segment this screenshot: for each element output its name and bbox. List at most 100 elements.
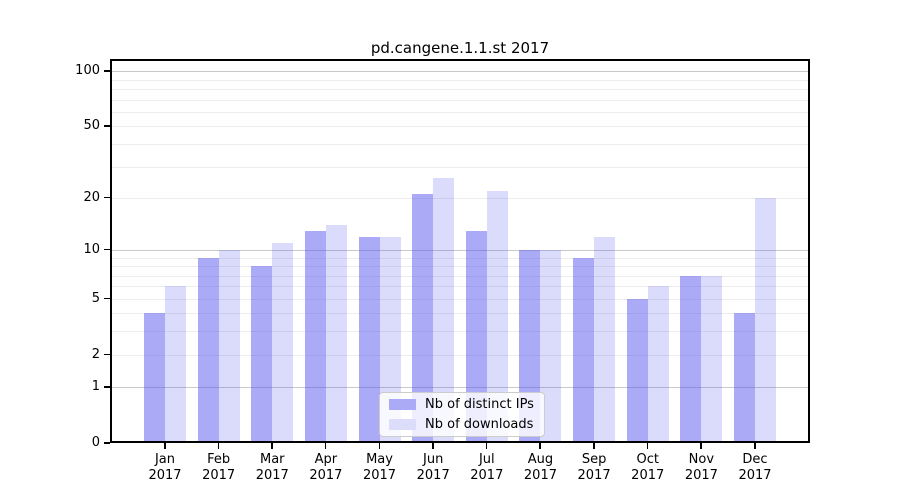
x-tick-label-line: Dec: [742, 452, 768, 467]
x-tick-label-line: 2017: [738, 468, 772, 483]
x-tick-may-2017: [378, 443, 381, 449]
x-tick-label-line: Nov: [688, 452, 715, 467]
x-tick-feb-2017: [217, 443, 220, 449]
x-tick-label-nov-2017: Nov 2017: [673, 452, 729, 484]
y-tick-label-2: 2: [91, 346, 100, 362]
bar-downloads-nov-2017: [701, 275, 723, 443]
gridline-major-1: [110, 387, 810, 389]
legend-swatch-downloads: [389, 419, 416, 430]
gridline-minor-5: [110, 298, 810, 300]
x-tick-label-line: Aug: [527, 452, 554, 467]
gridline-minor-2: [110, 354, 810, 356]
bar-distinct-ips-sep-2017: [573, 257, 595, 443]
x-tick-dec-2017: [754, 443, 756, 449]
x-tick-label-line: Feb: [207, 452, 231, 467]
gridline-minor-6: [110, 286, 810, 288]
x-tick-label-line: 2017: [470, 468, 504, 483]
gridline-minor-4: [110, 313, 810, 315]
bar-distinct-ips-mar-2017: [251, 266, 273, 443]
gridline-minor-9: [110, 257, 810, 259]
bar-downloads-aug-2017: [540, 249, 562, 443]
legend-item-downloads: Nb of downloads: [389, 416, 535, 433]
gridline-minor-30: [110, 166, 810, 168]
y-tick-label-5: 5: [91, 290, 100, 306]
gridline-minor-50: [110, 126, 810, 128]
legend-label-distinct-ips: Nb of distinct IPs: [425, 397, 534, 412]
chart-title: pd.cangene.1.1.st 2017: [370, 39, 550, 57]
bar-distinct-ips-feb-2017: [197, 257, 219, 443]
x-tick-jan-2017: [164, 443, 166, 449]
plot-area: [110, 59, 810, 443]
bar-distinct-ips-apr-2017: [304, 230, 326, 443]
gridline-minor-70: [110, 99, 810, 101]
x-tick-aug-2017: [539, 443, 541, 449]
gridline-minor-3: [110, 331, 810, 333]
x-tick-label-line: 2017: [309, 468, 343, 483]
x-tick-label-apr-2017: Apr 2017: [298, 452, 354, 484]
x-tick-label-line: Mar: [260, 452, 285, 467]
x-tick-label-line: Jan: [154, 452, 176, 467]
x-tick-label-line: Jun: [423, 452, 444, 467]
x-tick-nov-2017: [700, 443, 702, 449]
x-tick-label-jan-2017: Jan 2017: [137, 452, 193, 484]
x-tick-label-line: 2017: [416, 468, 450, 483]
x-tick-label-jul-2017: Jul 2017: [459, 452, 515, 484]
bar-distinct-ips-oct-2017: [626, 298, 648, 443]
bar-downloads-apr-2017: [325, 225, 347, 443]
x-tick-label-dec-2017: Dec 2017: [727, 452, 783, 484]
x-tick-sep-2017: [593, 443, 595, 449]
x-tick-label-sep-2017: Sep 2017: [566, 452, 622, 484]
legend: Nb of distinct IPs Nb of downloads: [379, 392, 545, 437]
bar-distinct-ips-dec-2017: [734, 313, 755, 443]
legend-swatch-distinct-ips: [389, 399, 416, 410]
bar-distinct-ips-jan-2017: [144, 313, 165, 443]
legend-item-distinct-ips: Nb of distinct IPs: [389, 396, 535, 413]
gridline-major-10: [110, 249, 810, 251]
gridline-minor-40: [110, 144, 810, 146]
bar-distinct-ips-may-2017: [358, 236, 380, 443]
legend-label-downloads: Nb of downloads: [425, 417, 534, 432]
x-tick-label-feb-2017: Feb 2017: [191, 452, 247, 484]
x-tick-label-line: 2017: [362, 468, 397, 483]
bar-downloads-oct-2017: [647, 286, 669, 443]
x-tick-oct-2017: [646, 443, 649, 449]
x-tick-label-line: Apr: [314, 452, 338, 467]
x-tick-mar-2017: [271, 443, 273, 449]
x-tick-label-line: 2017: [523, 468, 557, 483]
y-tick-label-10: 10: [83, 241, 100, 257]
x-tick-label-line: 2017: [577, 468, 611, 483]
x-tick-label-mar-2017: Mar 2017: [244, 452, 300, 484]
y-tick-label-1: 1: [91, 379, 100, 395]
bar-distinct-ips-jul-2017: [465, 230, 487, 443]
x-tick-jul-2017: [485, 443, 488, 449]
gridline-minor-80: [110, 89, 810, 91]
x-tick-label-line: May: [366, 452, 393, 467]
gridline-minor-8: [110, 266, 810, 268]
bar-distinct-ips-jun-2017: [412, 194, 434, 443]
x-tick-label-may-2017: May 2017: [352, 452, 408, 484]
gridline-minor-60: [110, 112, 810, 114]
bar-downloads-mar-2017: [272, 242, 294, 443]
x-tick-label-line: Jul: [478, 452, 495, 467]
y-tick-label-0: 0: [91, 435, 100, 450]
x-tick-jun-2017: [432, 443, 434, 449]
x-tick-apr-2017: [324, 443, 327, 449]
bar-downloads-jan-2017: [165, 286, 186, 443]
y-tick-label-50: 50: [83, 118, 100, 134]
x-tick-label-jun-2017: Jun 2017: [405, 452, 461, 484]
gridline-minor-7: [110, 275, 810, 277]
bar-downloads-may-2017: [379, 236, 401, 443]
gridline-minor-90: [110, 79, 810, 81]
bar-downloads-sep-2017: [594, 236, 616, 443]
bar-downloads-dec-2017: [755, 197, 776, 443]
x-tick-label-line: 2017: [631, 468, 665, 483]
x-tick-label-aug-2017: Aug 2017: [512, 452, 568, 484]
gridline-minor-20: [110, 197, 810, 199]
x-tick-label-line: Sep: [581, 452, 607, 467]
bar-downloads-jul-2017: [486, 190, 508, 443]
x-tick-label-oct-2017: Oct 2017: [620, 452, 676, 484]
y-tick-label-20: 20: [83, 189, 100, 205]
gridline-major-100: [110, 71, 810, 73]
bar-distinct-ips-nov-2017: [680, 275, 702, 443]
